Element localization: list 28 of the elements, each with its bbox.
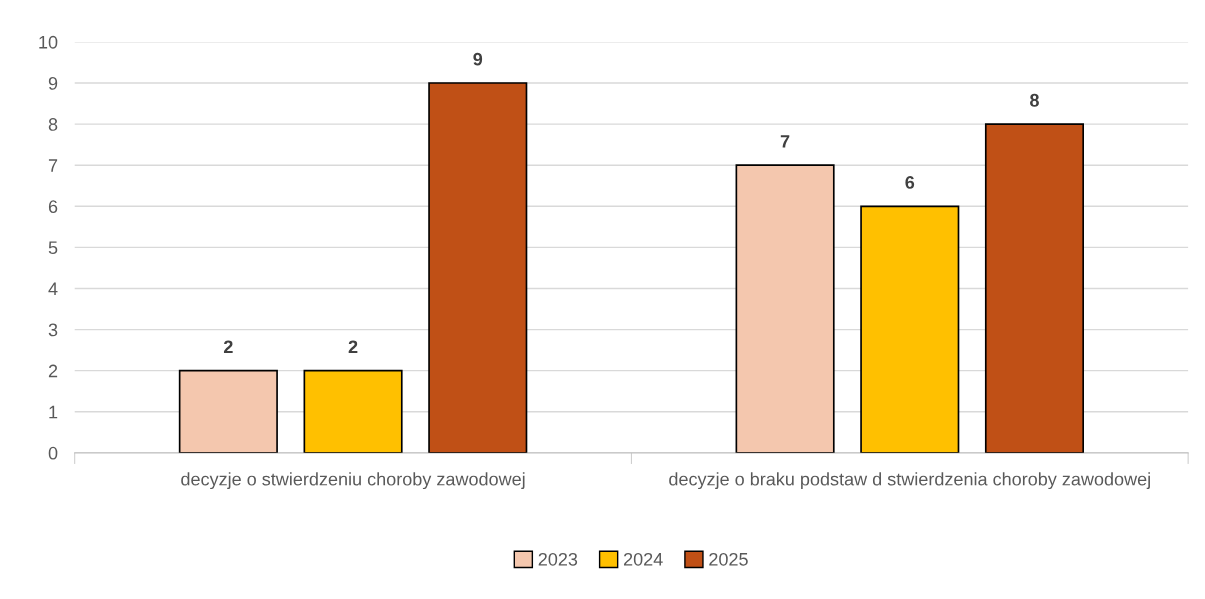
data-label: 7 (780, 135, 790, 148)
legend-label: 2024 (623, 552, 663, 566)
bar (735, 164, 835, 453)
data-label: 8 (1030, 93, 1039, 107)
legend-label: 2025 (709, 552, 748, 566)
bar (860, 205, 960, 453)
data-label: 9 (473, 52, 483, 66)
data-label: 2 (348, 340, 358, 354)
y-tick-label: 2 (48, 364, 58, 378)
x-tick-label: decyzje o braku podstaw d stwierdzenia choroby zawodowej (669, 472, 1150, 490)
x-tick-label: decyzje o stwierdzeniu choroby zawodowej (181, 472, 525, 490)
y-tick-label: 6 (48, 200, 58, 214)
y-tick-label: 10 (39, 35, 58, 49)
y-tick-label: 4 (48, 282, 58, 296)
bar (178, 369, 278, 453)
y-tick-label: 9 (48, 76, 58, 90)
bar (984, 123, 1085, 453)
y-tick-label: 7 (48, 159, 58, 172)
legend-label: 2023 (538, 552, 578, 566)
data-label: 2 (223, 340, 233, 354)
y-tick-label: 0 (48, 446, 58, 460)
y-tick-label: 3 (48, 323, 58, 337)
y-tick-label: 1 (49, 405, 58, 419)
y-tick-label: 8 (48, 118, 58, 131)
data-label: 6 (905, 176, 915, 189)
bar (303, 369, 403, 453)
bar (428, 82, 528, 453)
y-tick-label: 5 (48, 241, 58, 255)
